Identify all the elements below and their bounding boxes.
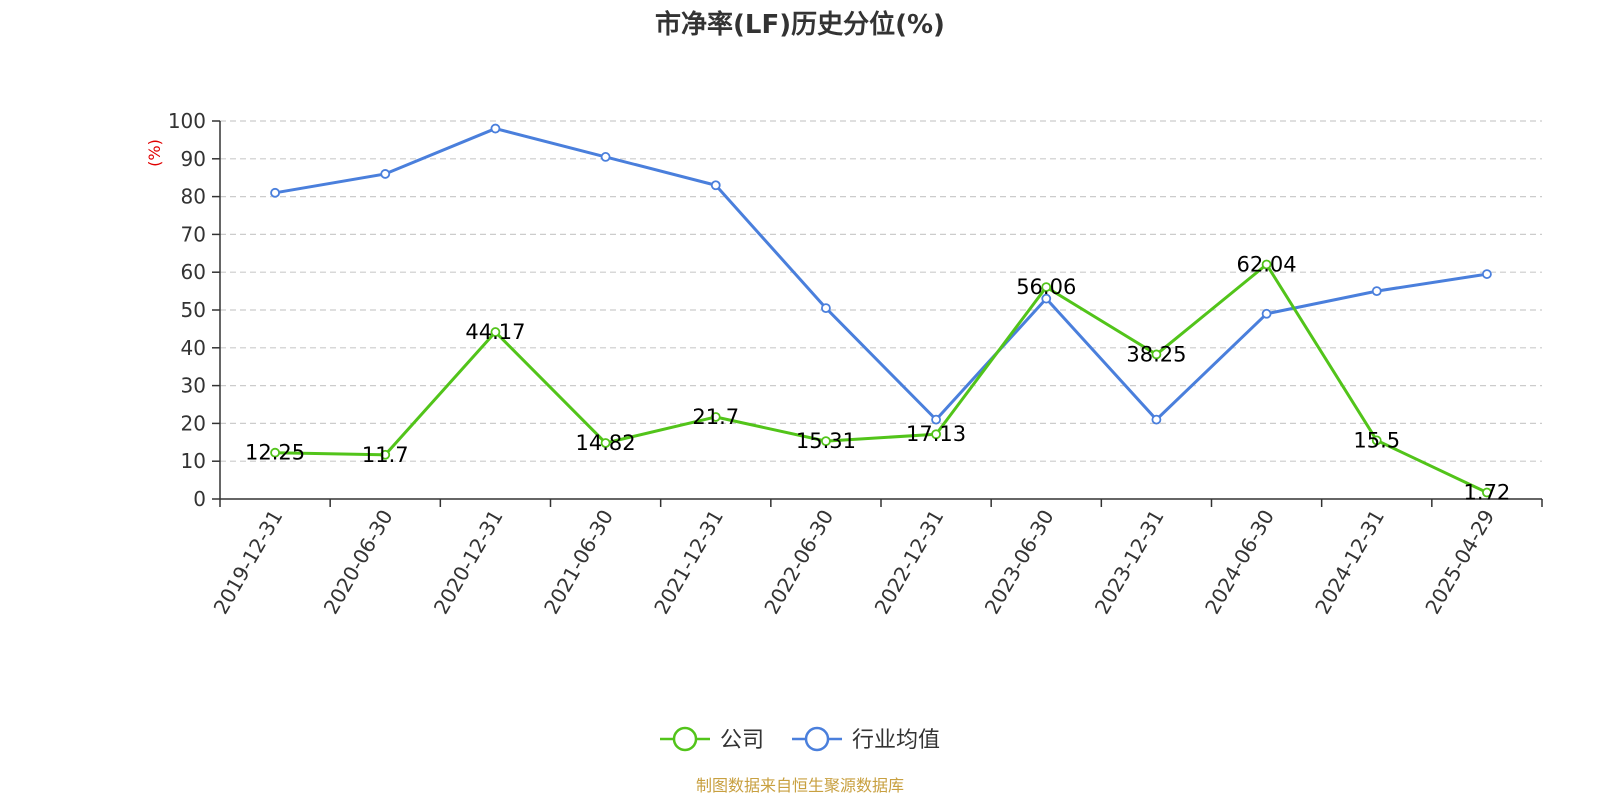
data-point	[1261, 308, 1272, 319]
data-point	[270, 187, 280, 198]
data-label: 56.06	[1016, 275, 1076, 299]
data-point	[1482, 487, 1492, 498]
series-line	[275, 262, 1488, 494]
data-point	[710, 412, 721, 422]
data-point	[270, 447, 280, 458]
y-tick-label: 0	[193, 487, 206, 511]
grid-lines	[220, 120, 1542, 462]
data-point	[490, 327, 501, 337]
legend: 公司 行业均值	[660, 726, 940, 753]
data-point	[1041, 282, 1052, 292]
data-point	[710, 180, 721, 191]
data-point	[1371, 435, 1382, 446]
data-point	[821, 303, 831, 314]
data-point	[1151, 349, 1162, 360]
data-label: 17.13	[906, 422, 966, 446]
data-point	[1371, 286, 1382, 297]
y-tick-label: 20	[181, 411, 206, 435]
x-tick-label: 2020-12-31	[429, 505, 508, 618]
data-point	[380, 169, 391, 179]
legend-label: 行业均值	[852, 728, 940, 753]
series-行业均值	[270, 123, 1492, 425]
x-tick-label: 2022-06-30	[759, 506, 838, 619]
data-point	[380, 449, 391, 460]
data-point	[490, 123, 501, 134]
x-tick-label: 2019-12-31	[209, 506, 288, 619]
data-label: 1.72	[1464, 480, 1511, 504]
data-point	[931, 429, 941, 440]
y-axis-label: (%)	[145, 139, 164, 167]
y-tick-label: 80	[181, 185, 206, 209]
y-tick-labels: 0 10 20 30 40 50 60 70 80 90 100	[168, 109, 206, 511]
legend-label: 公司	[720, 728, 764, 753]
chart-title: 市净率(LF)历史分位(%)	[655, 9, 945, 40]
data-label: 15.5	[1353, 428, 1400, 452]
data-label: 21.7	[692, 405, 739, 429]
y-tick-label: 30	[181, 374, 206, 398]
data-point	[1261, 259, 1272, 270]
series-公司: 12.25 11.7 44.17 14.82 21.7 15.31 17.13 56.06 38…	[245, 252, 1510, 504]
data-point	[821, 436, 831, 447]
legend-marker	[672, 726, 698, 752]
legend-item-行业均值: 行业均值	[792, 726, 940, 753]
y-tick-label: 50	[181, 298, 206, 322]
y-tick-label: 70	[181, 222, 206, 246]
y-tick-label: 90	[181, 147, 206, 171]
data-label: 38.25	[1126, 342, 1186, 366]
x-tick-label: 2024-12-31	[1310, 506, 1389, 619]
series-line	[274, 127, 1488, 422]
data-label: 14.82	[576, 431, 636, 455]
x-tick-label: 2021-12-31	[649, 506, 728, 619]
x-tick-label: 2025-04-29	[1420, 506, 1499, 619]
data-point	[600, 438, 611, 448]
data-point	[1482, 269, 1492, 279]
y-tick-label: 10	[181, 449, 206, 473]
data-point	[931, 414, 941, 425]
legend-marker	[804, 726, 830, 752]
x-tick-label: 2023-12-31	[1090, 506, 1169, 619]
source-note: 制图数据来自恒生聚源数据库	[696, 776, 904, 795]
axes	[212, 120, 1543, 507]
data-point	[1041, 293, 1052, 304]
data-label: 62.04	[1237, 252, 1297, 276]
data-point	[1151, 414, 1162, 425]
legend-item-公司: 公司	[660, 726, 764, 753]
data-label: 11.7	[362, 443, 409, 467]
series-lines: 12.25 11.7 44.17 14.82 21.7 15.31 17.13 56.06 38…	[245, 123, 1510, 504]
x-tick-label: 2020-06-30	[319, 506, 398, 619]
data-label: 44.17	[465, 320, 525, 344]
y-tick-label: 100	[168, 109, 206, 133]
x-tick-label: 2024-06-30	[1200, 506, 1279, 619]
y-tick-label: 60	[181, 260, 206, 284]
data-label: 12.25	[245, 441, 305, 465]
x-tick-label: 2023-06-30	[980, 506, 1059, 619]
x-tick-label: 2022-12-31	[870, 505, 949, 618]
data-label: 15.31	[796, 429, 856, 453]
x-tick-label: 2021-06-30	[539, 506, 618, 619]
x-tick-labels: 2019-12-31 2020-06-30 2020-12-31 2021-06-30…	[209, 505, 1500, 618]
y-tick-label: 40	[181, 336, 206, 360]
data-point	[600, 152, 611, 162]
